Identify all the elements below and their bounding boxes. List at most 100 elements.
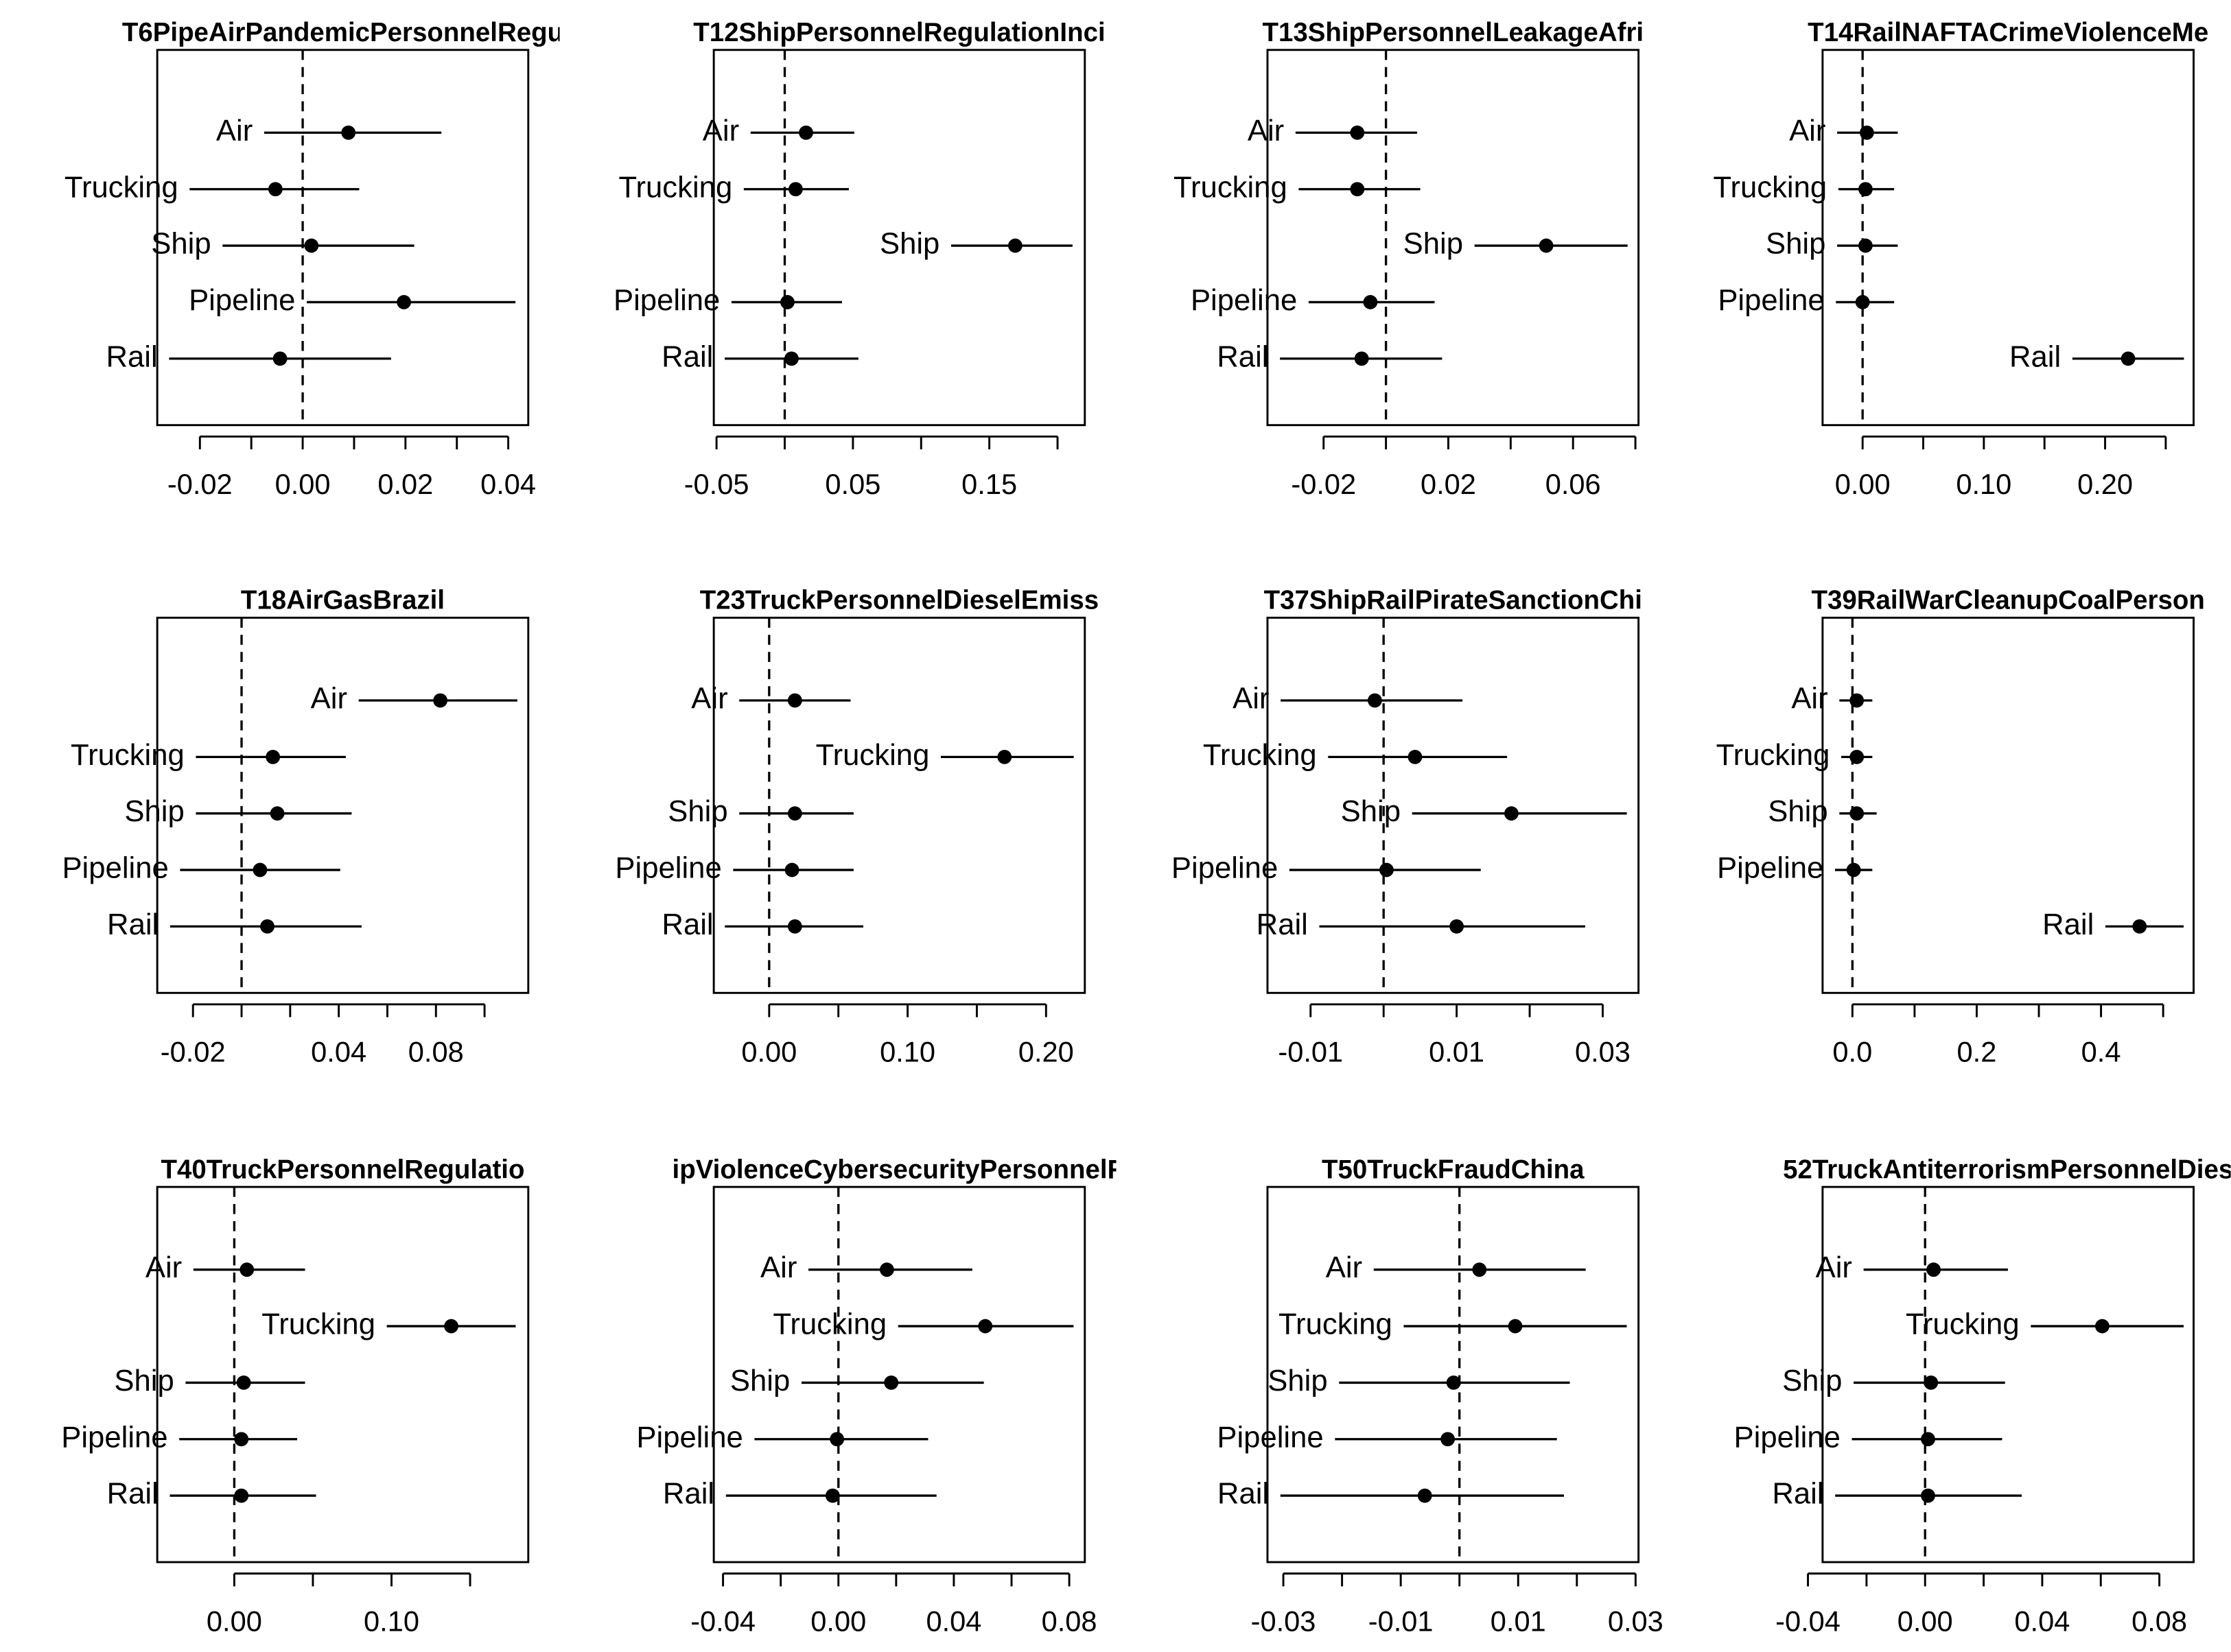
point bbox=[1472, 1262, 1487, 1277]
x-tick-label: 0.08 bbox=[1042, 1605, 1097, 1637]
category-label: Ship bbox=[1268, 1364, 1327, 1397]
panel-title: T18AirGasBrazil bbox=[241, 586, 445, 615]
point bbox=[1849, 749, 1865, 764]
category-label: Ship bbox=[151, 227, 211, 261]
point bbox=[784, 351, 799, 366]
point bbox=[341, 125, 356, 140]
x-tick-label: 0.04 bbox=[926, 1605, 981, 1637]
x-tick-label: -0.05 bbox=[684, 468, 749, 500]
point bbox=[1846, 862, 1861, 877]
x-tick-label: 0.00 bbox=[1835, 468, 1891, 500]
panel-title: T37ShipRailPirateSanctionChi bbox=[1264, 586, 1642, 615]
panel: T6PipeAirPandemicPersonnelRegu -0.02 0.00 0… bbox=[65, 18, 563, 500]
point bbox=[1859, 125, 1874, 140]
x-tick-label: 0.00 bbox=[741, 1036, 797, 1068]
point bbox=[1849, 806, 1865, 821]
category-label: Rail bbox=[662, 340, 713, 373]
x-tick-label: 0.04 bbox=[2014, 1605, 2070, 1637]
x-tick-label: -0.04 bbox=[1775, 1605, 1841, 1637]
category-label: Trucking bbox=[65, 170, 178, 204]
category-label: Air bbox=[311, 682, 347, 716]
category-label: Pipeline bbox=[614, 283, 720, 317]
plot-box bbox=[156, 1185, 530, 1564]
category-label: Ship bbox=[730, 1364, 790, 1397]
x-tick-label: 0.20 bbox=[2077, 468, 2133, 500]
category-label: Rail bbox=[1257, 908, 1308, 941]
x-tick-label: 0.4 bbox=[2081, 1036, 2121, 1068]
panel: T18AirGasBrazil -0.02 0.04 0.08 Air Trucking S… bbox=[62, 586, 530, 1068]
point bbox=[304, 238, 319, 253]
panel-title: 52TruckAntiterrorismPersonnelDies bbox=[1783, 1155, 2231, 1184]
x-tick-label: 0.02 bbox=[377, 468, 433, 500]
category-label: Rail bbox=[2009, 340, 2061, 373]
point bbox=[1449, 919, 1464, 934]
category-label: Trucking bbox=[618, 170, 732, 204]
x-tick-label: 0.00 bbox=[810, 1605, 866, 1637]
category-label: Air bbox=[1791, 682, 1827, 716]
plot-box bbox=[712, 616, 1086, 994]
category-label: Rail bbox=[1217, 1477, 1269, 1511]
point bbox=[799, 125, 813, 140]
plot-box bbox=[156, 49, 530, 427]
plot-box bbox=[1266, 1185, 1640, 1564]
point bbox=[260, 919, 275, 934]
x-tick-label: -0.02 bbox=[167, 468, 233, 500]
point bbox=[1858, 182, 1873, 197]
point bbox=[1350, 125, 1365, 140]
point bbox=[1440, 1432, 1455, 1447]
plot-box bbox=[1266, 49, 1640, 427]
category-label: Air bbox=[703, 114, 739, 148]
category-label: Pipeline bbox=[61, 1420, 167, 1454]
point bbox=[253, 862, 268, 877]
category-label: Ship bbox=[124, 794, 184, 828]
point bbox=[1921, 1488, 1935, 1503]
category-label: Pipeline bbox=[1171, 851, 1278, 885]
category-label: Air bbox=[1326, 1251, 1362, 1284]
panel: T50TruckFraudChina -0.03 -0.01 0.01 0.03 Air T… bbox=[1217, 1155, 1663, 1637]
x-tick-label: 0.2 bbox=[1957, 1036, 1997, 1068]
panel: T23TruckPersonnelDieselEmiss 0.00 0.10 0.20… bbox=[615, 586, 1099, 1068]
point bbox=[1354, 351, 1369, 366]
plot-box bbox=[1821, 1185, 2195, 1564]
category-label: Air bbox=[1816, 1251, 1852, 1284]
category-label: Rail bbox=[2042, 908, 2094, 941]
panel-title: T6PipeAirPandemicPersonnelRegu bbox=[122, 18, 563, 47]
x-tick-label: 0.05 bbox=[825, 468, 880, 500]
category-label: Ship bbox=[114, 1364, 174, 1397]
category-label: Rail bbox=[662, 908, 713, 941]
point bbox=[1379, 862, 1394, 877]
point bbox=[1926, 1262, 1941, 1277]
point bbox=[272, 351, 288, 366]
point bbox=[2121, 351, 2136, 366]
point bbox=[1363, 295, 1378, 309]
category-label: Trucking bbox=[1906, 1308, 2020, 1341]
point bbox=[236, 1376, 251, 1390]
plot-box bbox=[156, 616, 530, 994]
category-label: Ship bbox=[1341, 794, 1401, 828]
x-tick-label: -0.03 bbox=[1251, 1605, 1316, 1637]
plot-box bbox=[712, 1185, 1086, 1564]
panel: T14RailNAFTACrimeViolenceMe 0.00 0.10 0.20 A… bbox=[1713, 18, 2208, 500]
category-label: Pipeline bbox=[636, 1420, 743, 1454]
point bbox=[787, 806, 802, 821]
category-label: Pipeline bbox=[1217, 1420, 1323, 1454]
panel-title: T12ShipPersonnelRegulationInci bbox=[693, 18, 1105, 47]
point bbox=[825, 1488, 840, 1503]
panel: ipViolenceCybersecurityPersonnelR -0.04 0.… bbox=[636, 1155, 1116, 1637]
panel: T40TruckPersonnelRegulatio 0.00 0.10 Air Tru… bbox=[61, 1155, 530, 1637]
point bbox=[780, 295, 795, 309]
category-label: Pipeline bbox=[1718, 283, 1824, 317]
panel-title: T39RailWarCleanupCoalPerson bbox=[1811, 586, 2204, 615]
x-tick-label: -0.02 bbox=[161, 1036, 226, 1068]
point bbox=[444, 1319, 458, 1334]
point bbox=[240, 1262, 255, 1277]
x-tick-label: 0.10 bbox=[364, 1605, 419, 1637]
point bbox=[997, 749, 1012, 764]
category-label: Trucking bbox=[71, 738, 185, 772]
panel-title: T40TruckPersonnelRegulatio bbox=[161, 1155, 525, 1184]
point bbox=[787, 919, 802, 934]
point bbox=[978, 1319, 993, 1334]
x-tick-label: 0.00 bbox=[207, 1605, 262, 1637]
